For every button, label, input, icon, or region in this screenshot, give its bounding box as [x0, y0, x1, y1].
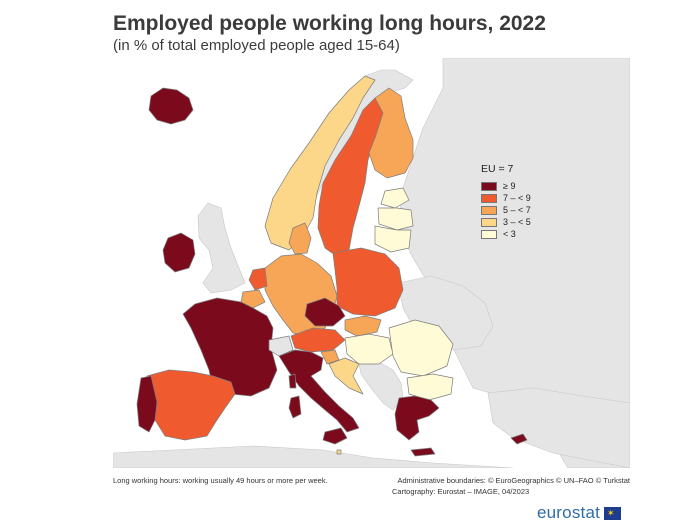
country-france — [182, 297, 278, 397]
legend-label: 7 – < 9 — [503, 193, 531, 203]
legend-swatch — [481, 217, 497, 227]
country-iceland — [148, 87, 194, 125]
map-legend: EU = 7 ≥ 9 7 – < 9 5 – < 7 3 – < 5 < 3 — [481, 163, 601, 240]
legend-label: < 3 — [503, 229, 516, 239]
island-sardinia — [288, 395, 302, 419]
legend-swatch — [481, 229, 497, 239]
island-crete — [410, 447, 436, 457]
country-poland — [332, 247, 404, 317]
legend-item: 7 – < 9 — [481, 192, 601, 204]
country-greece — [394, 395, 440, 441]
country-malta — [336, 449, 342, 455]
map-frame — [113, 58, 630, 468]
legend-title: EU = 7 — [481, 163, 514, 175]
country-croatia — [328, 357, 364, 395]
country-denmark — [288, 222, 312, 255]
country-finland — [368, 87, 414, 179]
footnote-cartography: Cartography: Eurostat – IMAGE, 04/2023 — [392, 487, 530, 496]
legend-item: ≥ 9 — [481, 180, 601, 192]
country-ireland — [162, 232, 196, 273]
country-norway — [264, 75, 376, 251]
island-corsica — [288, 373, 297, 389]
footnote-definition: Long working hours: working usually 49 h… — [113, 476, 328, 485]
legend-label: 3 – < 5 — [503, 217, 531, 227]
country-latvia — [377, 207, 414, 231]
legend-label: ≥ 9 — [503, 181, 516, 191]
non-eu-balkans — [357, 357, 404, 411]
legend-swatch — [481, 193, 497, 203]
island-sicily — [322, 427, 348, 445]
legend-item: 5 – < 7 — [481, 204, 601, 216]
country-sweden — [317, 97, 384, 259]
country-spain — [146, 369, 236, 441]
country-estonia — [380, 187, 410, 209]
country-slovakia — [344, 315, 382, 337]
legend-swatch — [481, 181, 497, 191]
country-belgium — [240, 289, 266, 309]
country-czechia — [304, 297, 346, 327]
legend-item: < 3 — [481, 228, 601, 240]
europe-map — [113, 58, 630, 468]
legend-swatch — [481, 205, 497, 215]
country-netherlands — [248, 267, 268, 291]
country-italy — [278, 349, 360, 433]
country-portugal — [136, 375, 158, 433]
map-subtitle: (in % of total employed people aged 15-6… — [113, 37, 400, 54]
legend-item: 3 – < 5 — [481, 216, 601, 228]
legend-label: 5 – < 7 — [503, 205, 531, 215]
eu-flag-icon: ✶ — [604, 506, 622, 520]
non-eu-uk — [197, 202, 246, 294]
map-title: Employed people working long hours, 2022 — [113, 12, 546, 35]
footnote-boundaries: Administrative boundaries: © EuroGeograp… — [397, 476, 630, 485]
country-hungary — [344, 333, 394, 365]
non-eu-switzerland — [268, 335, 294, 357]
non-eu-north-africa — [113, 445, 514, 468]
country-austria — [290, 327, 346, 353]
country-cyprus — [510, 433, 528, 445]
country-lithuania — [374, 225, 412, 253]
country-romania — [388, 319, 454, 377]
eurostat-logo: eurostat ✶ — [537, 503, 622, 523]
eurostat-wordmark: eurostat — [537, 503, 601, 522]
non-eu-turkey — [487, 387, 630, 468]
country-bulgaria — [406, 373, 454, 401]
